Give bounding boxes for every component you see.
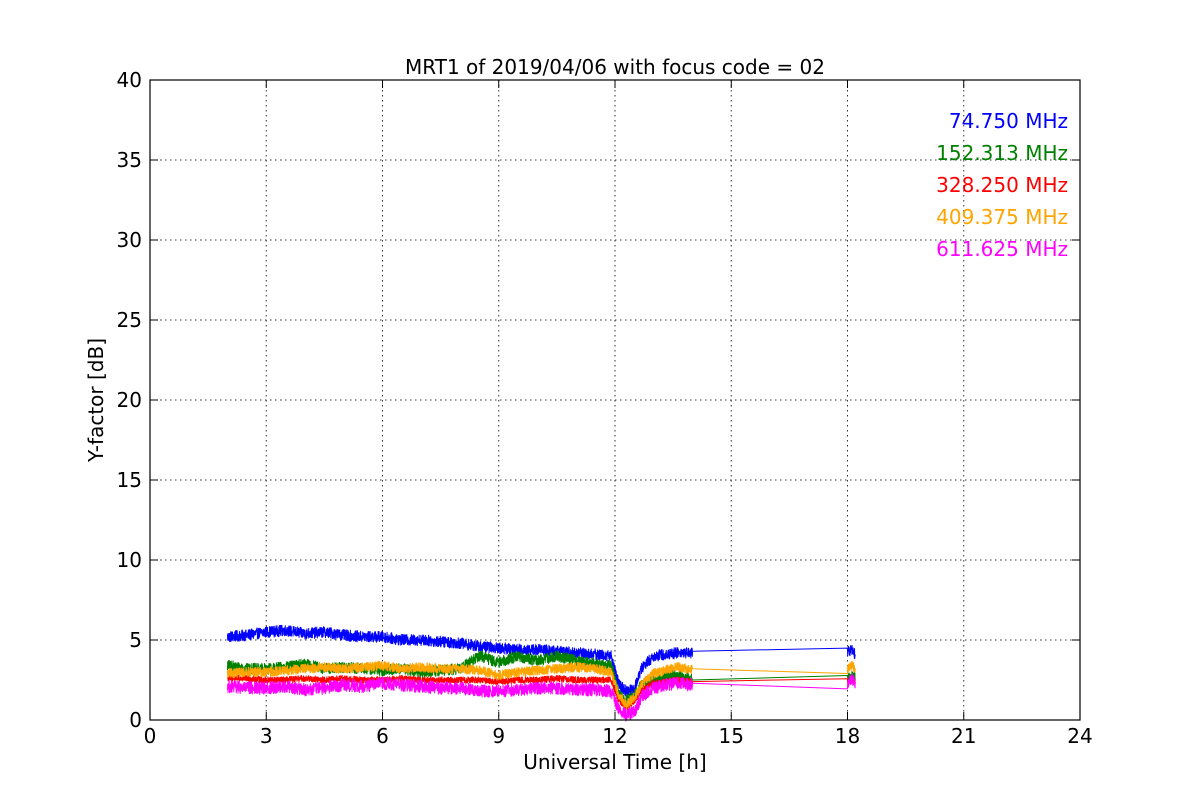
legend-entry: 152.313 MHz <box>936 141 1068 165</box>
x-tick-label: 24 <box>1067 724 1092 748</box>
series-line <box>227 673 856 722</box>
chart-title: MRT1 of 2019/04/06 with focus code = 02 <box>405 55 825 79</box>
x-tick-label: 9 <box>492 724 505 748</box>
series-line <box>227 624 856 697</box>
axis-ticks: 0 3 6 9 12 15 18 21 24 0 5 10 15 20 25 30 35 40 <box>117 68 1093 748</box>
y-tick-label: 0 <box>129 708 142 732</box>
x-tick-label: 0 <box>144 724 157 748</box>
x-tick-label: 6 <box>376 724 389 748</box>
y-tick-label: 20 <box>117 388 142 412</box>
x-tick-label: 18 <box>835 724 860 748</box>
y-axis-label: Y-factor [dB] <box>84 338 108 463</box>
legend: 74.750 MHz 152.313 MHz 328.250 MHz 409.375 … <box>936 109 1068 261</box>
x-tick-label: 3 <box>260 724 273 748</box>
y-tick-label: 5 <box>129 628 142 652</box>
x-tick-label: 12 <box>602 724 627 748</box>
plot-series <box>227 624 856 722</box>
y-tick-label: 35 <box>117 148 142 172</box>
legend-entry: 611.625 MHz <box>936 237 1068 261</box>
series-line <box>227 660 856 709</box>
y-tick-label: 30 <box>117 228 142 252</box>
legend-entry: 409.375 MHz <box>936 205 1068 229</box>
grid-lines <box>150 80 1080 720</box>
x-axis-label: Universal Time [h] <box>523 750 706 774</box>
y-tick-label: 25 <box>117 308 142 332</box>
y-tick-label: 15 <box>117 468 142 492</box>
y-tick-label: 10 <box>117 548 142 572</box>
x-tick-label: 15 <box>719 724 744 748</box>
y-tick-label: 40 <box>117 68 142 92</box>
x-tick-label: 21 <box>951 724 976 748</box>
legend-entry: 328.250 MHz <box>936 173 1068 197</box>
legend-entry: 74.750 MHz <box>949 109 1068 133</box>
